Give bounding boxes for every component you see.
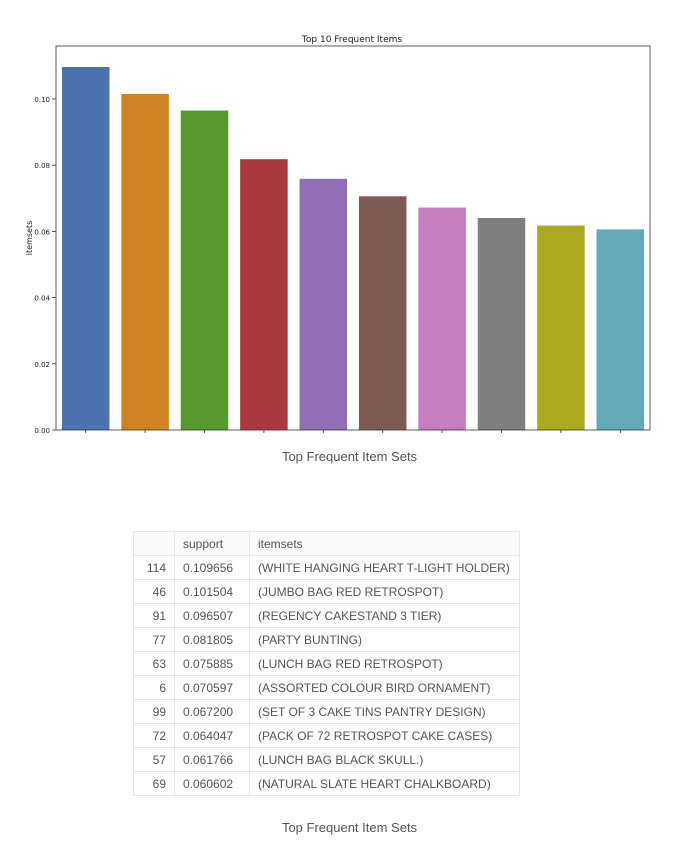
support-value: 0.064047 [174, 723, 250, 748]
bar-6 [358, 196, 407, 430]
y-tick-label: 0.00 [34, 427, 50, 435]
table-row: 46 0.101504 (JUMBO BAG RED RETROSPOT) [133, 579, 520, 604]
itemset-value: (PACK OF 72 RETROSPOT CAKE CASES) [249, 723, 520, 748]
table-row: 91 0.096507 (REGENCY CAKESTAND 3 TIER) [133, 603, 520, 628]
row-index: 46 [133, 579, 175, 604]
table-row: 77 0.081805 (PARTY BUNTING) [133, 627, 520, 652]
support-value: 0.067200 [174, 699, 250, 724]
column-header-itemsets: itemsets [249, 531, 520, 556]
bar-7 [418, 207, 466, 430]
bar-chart: Top 10 Frequent Items itemsets 0.000.020… [25, 35, 651, 435]
table-row: 63 0.075885 (LUNCH BAG RED RETROSPOT) [133, 651, 520, 676]
itemset-value: (JUMBO BAG RED RETROSPOT) [249, 579, 520, 604]
chart-title: Top 10 Frequent Items [301, 35, 402, 45]
y-tick-label: 0.08 [34, 162, 50, 170]
x-axis-ticks [85, 430, 621, 433]
table-row: 69 0.060602 (NATURAL SLATE HEART CHALKBOAR… [133, 771, 520, 796]
support-value: 0.081805 [174, 627, 250, 652]
column-header-index [133, 531, 175, 556]
support-value: 0.070597 [174, 675, 250, 700]
itemset-value: (ASSORTED COLOUR BIRD ORNAMENT) [249, 675, 520, 700]
table-row: 6 0.070597 (ASSORTED COLOUR BIRD ORNAMENT) [133, 675, 520, 700]
bar-2 [121, 93, 169, 431]
bars-group [61, 67, 645, 431]
column-header-support: support [174, 531, 250, 556]
row-index: 57 [133, 747, 175, 772]
itemset-value: (REGENCY CAKESTAND 3 TIER) [249, 603, 520, 628]
support-value: 0.075885 [174, 651, 250, 676]
y-tick-label: 0.06 [34, 228, 50, 236]
support-value: 0.101504 [174, 579, 250, 604]
row-index: 6 [133, 675, 175, 700]
row-index: 91 [133, 603, 175, 628]
support-value: 0.109656 [174, 555, 250, 580]
table-caption: Top Frequent Item Sets [281, 820, 418, 835]
y-axis-ticks: 0.00 0.02 0.04 0.06 0.08 0.10 [34, 96, 56, 435]
chart-caption: Top Frequent Item Sets [281, 449, 418, 464]
y-tick-label: 0.04 [34, 295, 50, 303]
bar-8 [477, 217, 526, 430]
y-axis-label: itemsets [25, 221, 34, 255]
bar-9 [537, 225, 585, 430]
bar-4 [240, 159, 288, 430]
row-index: 72 [133, 723, 175, 748]
bar-5 [299, 178, 348, 430]
itemset-value: (LUNCH BAG RED RETROSPOT) [249, 651, 520, 676]
table-row: 72 0.064047 (PACK OF 72 RETROSPOT CAKE CAS… [133, 723, 520, 748]
support-value: 0.061766 [174, 747, 250, 772]
itemset-value: (PARTY BUNTING) [249, 627, 520, 652]
bar-3 [180, 110, 229, 430]
row-index: 114 [133, 555, 175, 580]
itemset-value: (LUNCH BAG BLACK SKULL.) [249, 747, 520, 772]
table-header-row: support itemsets [133, 531, 520, 556]
row-index: 99 [133, 699, 175, 724]
table-row: 114 0.109656 (WHITE HANGING HEART T-LIGHT … [133, 555, 520, 580]
support-value: 0.096507 [174, 603, 250, 628]
y-tick-label: 0.10 [34, 96, 50, 104]
itemset-value: (SET OF 3 CAKE TINS PANTRY DESIGN) [249, 699, 520, 724]
table-row: 99 0.067200 (SET OF 3 CAKE TINS PANTRY DES… [133, 699, 520, 724]
row-index: 63 [133, 651, 175, 676]
itemset-value: (WHITE HANGING HEART T-LIGHT HOLDER) [249, 555, 520, 580]
frequent-itemsets-table: support itemsets 114 0.109656 (WHITE HANGI… [133, 531, 520, 796]
table-row: 57 0.061766 (LUNCH BAG BLACK SKULL.) [133, 747, 520, 772]
support-value: 0.060602 [174, 771, 250, 796]
row-index: 69 [133, 771, 175, 796]
row-index: 77 [133, 627, 175, 652]
plot-area-frame [55, 45, 651, 431]
y-tick-label: 0.02 [34, 361, 50, 369]
bar-10 [596, 229, 645, 430]
itemset-value: (NATURAL SLATE HEART CHALKBOARD) [249, 771, 520, 796]
bar-1 [61, 67, 110, 430]
